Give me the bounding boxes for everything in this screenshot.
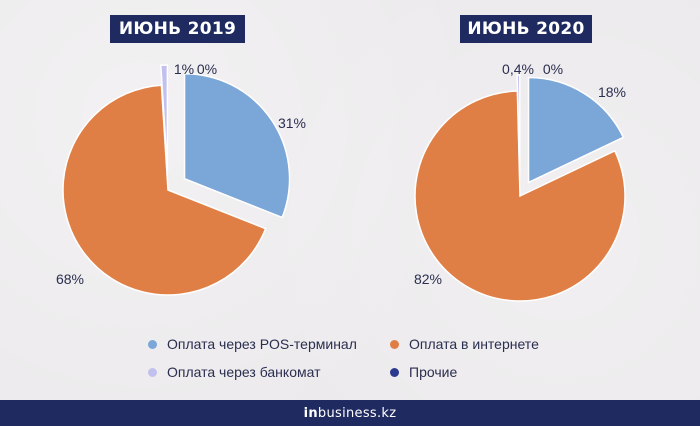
data-label-0-0: 31% — [278, 115, 306, 131]
legend-label-other: Прочие — [409, 364, 458, 380]
legend-swatch-other — [390, 367, 399, 377]
legend-item-internet: Оплата в интернете — [390, 336, 539, 352]
chart-title-2019: ИЮНЬ 2019 — [110, 15, 245, 43]
data-label-1-1: 82% — [414, 271, 442, 287]
legend-swatch-internet — [390, 339, 399, 349]
legend-label-pos: Оплата через POS-терминал — [167, 336, 357, 352]
chart-title-2020: ИЮНЬ 2020 — [460, 15, 592, 43]
legend-label-atm: Оплата через банкомат — [167, 364, 321, 380]
data-label-0-2: 1% — [174, 61, 194, 77]
legend-item-pos: Оплата через POS-терминал — [148, 336, 357, 352]
pie-slice-1-0 — [527, 76, 625, 184]
data-label-1-3: 0% — [543, 61, 563, 77]
legend-item-other: Прочие — [390, 364, 457, 380]
pie-slice-1-2 — [516, 74, 521, 181]
pie-charts: 31%68%1% 0%18%82%0,4% 0% — [56, 61, 626, 302]
legend-swatch-pos — [148, 339, 157, 349]
pie-slice-1-1 — [414, 90, 626, 302]
brand-logo: inbusiness.kz — [303, 405, 397, 421]
pie-slice-0-1 — [62, 84, 267, 296]
data-label-0-1: 68% — [56, 271, 84, 287]
pie-slice-0-2 — [159, 64, 169, 171]
data-label-1-2: 0,4% — [502, 61, 534, 77]
footer-bar: inbusiness.kz — [0, 400, 700, 426]
data-label-1-0: 18% — [598, 84, 626, 100]
pie-slice-0-0 — [183, 73, 291, 219]
legend-label-internet: Оплата в интернете — [409, 336, 539, 352]
legend-item-atm: Оплата через банкомат — [148, 364, 321, 380]
legend-swatch-atm — [148, 367, 157, 377]
data-label-0-3: 0% — [197, 61, 217, 77]
